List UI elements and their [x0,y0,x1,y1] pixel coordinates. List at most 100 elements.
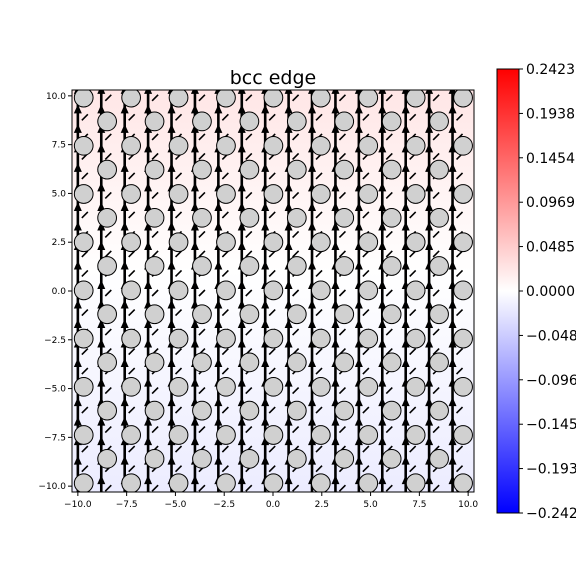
quiver-arrow [284,416,293,440]
quiver-minor-arrow [432,426,440,434]
quiver-arrow [425,338,434,362]
quiver-minor-arrow [315,347,323,356]
y-tick-label: 7.5 [52,141,66,151]
quiver-arrow [214,260,223,284]
quiver-arrow [120,397,129,421]
atom-marker [453,425,473,445]
quiver-arrow [237,90,246,108]
quiver-arrow [120,104,129,128]
quiver-minor-arrow [385,230,393,239]
quiver-arrow [331,90,340,108]
atom-marker [239,400,260,421]
quiver-arrow [73,260,82,284]
quiver-arrow [237,319,246,343]
atom-marker [405,90,426,108]
quiver-arrow [237,221,246,245]
atom-marker [192,159,212,180]
x-tick-label: −5.0 [164,500,186,510]
quiver-arrow [261,104,270,128]
atom-marker [334,256,355,276]
quiver-arrow [401,221,410,245]
atom-marker [358,473,379,492]
quiver-arrow [73,201,82,225]
quiver-arrow [401,338,410,362]
quiver-minor-arrow [174,211,183,219]
quiver-arrow [378,182,387,206]
quiver-arrow [425,182,434,206]
quiver-arrow [190,377,199,401]
atom-marker [239,111,260,132]
quiver-arrow [448,123,457,147]
quiver-minor-arrow [362,406,370,414]
atom-marker [263,376,284,397]
chart-title: bcc edge [230,67,317,89]
quiver-arrow [354,201,363,225]
atom-marker [263,184,284,204]
atom-marker [168,425,189,445]
quiver-arrow [354,260,363,284]
atom-marker [429,207,449,228]
atom-marker [453,473,473,492]
quiver-minor-arrow [432,133,440,141]
quiver-arrow [378,475,387,492]
quiver-arrow [144,221,153,245]
quiver-arrow [308,201,317,225]
atom-marker [429,256,449,276]
quiver-arrow [331,143,340,167]
quiver-arrow [120,299,129,323]
quiver-arrow [167,162,176,186]
quiver-minor-arrow [198,387,206,395]
atom-marker [97,256,117,276]
atom-marker [168,135,189,156]
x-tick-label: 10.0 [458,500,478,510]
x-tick-label: 5.0 [363,500,378,510]
quiver-arrow [308,299,317,323]
quiver-arrow [237,280,246,303]
atom-marker [286,400,307,421]
atom-marker [381,256,402,276]
atom-marker [73,280,94,301]
quiver-minor-arrow [245,250,253,258]
y-tick-label: 2.5 [52,238,66,248]
quiver-arrow [448,162,457,186]
quiver-arrow [73,299,82,323]
quiver-minor-arrow [104,426,112,434]
quiver-minor-arrow [128,269,136,278]
atom-marker [121,135,141,156]
atom-marker [358,135,379,156]
quiver-arrow [401,260,410,284]
quiver-minor-arrow [315,406,323,414]
atom-marker [405,232,426,253]
quiver-arrow [261,260,270,284]
quiver-minor-arrow [174,308,183,317]
quiver-minor-arrow [315,367,323,375]
quiver-minor-arrow [221,347,229,356]
quiver-arrow [97,377,106,401]
quiver-arrow [448,104,457,128]
quiver-arrow [97,280,106,303]
quiver-minor-arrow [455,211,464,219]
atom-marker [263,473,284,492]
quiver-arrow [331,319,340,343]
atom-marker [429,400,449,421]
quiver-minor-arrow [292,191,300,199]
quiver-arrow [378,377,387,401]
quiver-arrow [331,377,340,401]
y-tick-label: −5.0 [44,385,66,395]
atom-marker [429,159,449,180]
quiver-arrow [237,377,246,401]
quiver-minor-arrow [362,113,370,121]
quiver-arrow [120,162,129,186]
quiver-minor-arrow [385,94,393,102]
quiver-minor-arrow [409,113,417,121]
quiver-arrow [261,455,270,479]
quiver-minor-arrow [292,152,300,160]
quiver-arrow [284,182,293,206]
quiver-arrow [425,397,434,421]
quiver-minor-arrow [174,465,183,473]
quiver-minor-arrow [268,308,276,317]
quiver-arrow [331,416,340,440]
quiver-minor-arrow [81,445,89,453]
atom-marker [168,328,189,349]
quiver-minor-arrow [292,230,300,239]
